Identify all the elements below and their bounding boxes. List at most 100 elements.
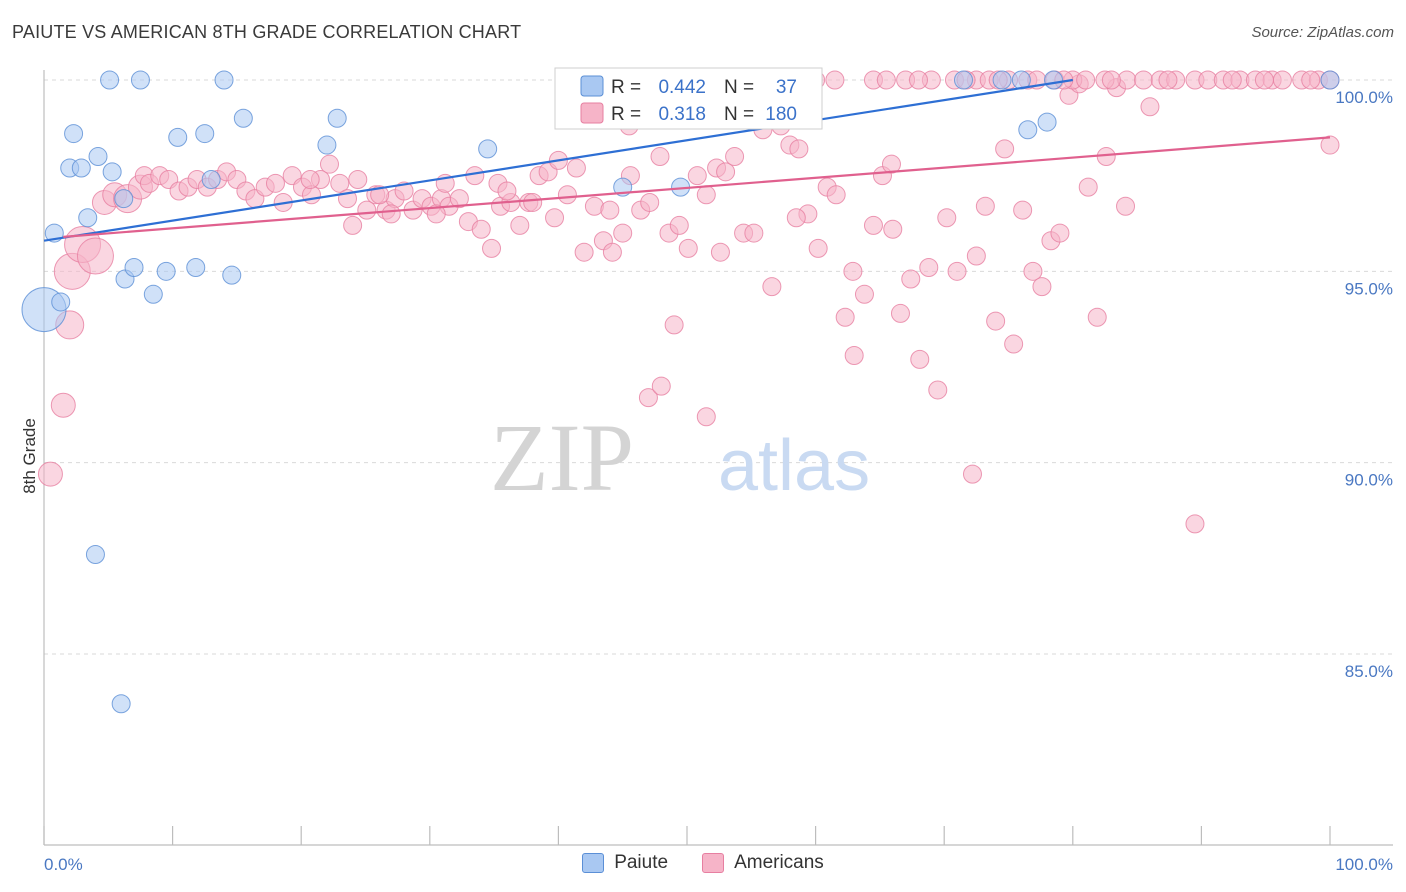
americans-point — [725, 147, 745, 167]
paiute-point — [168, 127, 188, 147]
americans-point — [600, 200, 620, 220]
legend-item-americans: Americans — [702, 852, 824, 874]
americans-point — [1134, 70, 1154, 90]
americans-point — [602, 242, 622, 262]
americans-point — [995, 139, 1015, 159]
y-tick-label: 90.0% — [1345, 471, 1393, 490]
americans-point — [1004, 334, 1024, 354]
americans-point — [471, 219, 491, 239]
paiute-point — [51, 292, 71, 312]
watermark: ZIP atlas — [490, 404, 870, 511]
paiute-point — [478, 139, 498, 159]
paiute-point — [71, 158, 91, 178]
americans-point — [962, 464, 982, 484]
americans-point — [370, 185, 390, 205]
americans-point — [928, 380, 948, 400]
americans-point — [343, 215, 363, 235]
americans-point — [908, 70, 928, 90]
americans-point — [381, 204, 401, 224]
americans-point — [919, 258, 939, 278]
americans-point — [789, 139, 809, 159]
paiute-point — [1044, 70, 1064, 90]
americans-point — [843, 261, 863, 281]
legend-r-label-americans: R = — [611, 104, 641, 125]
paiute-point — [100, 70, 120, 90]
x-tick-label-min: 0.0% — [44, 855, 83, 874]
americans-point — [545, 208, 565, 228]
americans-point — [510, 215, 530, 235]
paiute-point — [88, 147, 108, 167]
americans-point — [640, 192, 660, 212]
americans-point — [1078, 177, 1098, 197]
paiute-point — [953, 70, 973, 90]
legend-r-value-americans: 0.318 — [658, 104, 706, 125]
paiute-point — [1018, 120, 1038, 140]
americans-point — [566, 158, 586, 178]
paiute-point — [102, 162, 122, 182]
americans-point — [1076, 70, 1096, 90]
paiute-point — [201, 169, 221, 189]
paiute-point — [130, 70, 150, 90]
paiute-point — [143, 284, 163, 304]
legend-n-value-paiute: 37 — [776, 77, 797, 98]
legend-label-paiute: Paiute — [614, 852, 669, 873]
legend-item-paiute: Paiute — [582, 852, 668, 874]
legend-n-label-paiute: N = — [724, 77, 754, 98]
americans-point — [1101, 70, 1121, 90]
legend-swatch-americans — [580, 102, 604, 124]
americans-point — [825, 70, 845, 90]
americans-point — [348, 169, 368, 189]
paiute-point — [64, 124, 84, 144]
americans-point — [716, 162, 736, 182]
americans-point — [300, 169, 320, 189]
americans-point — [330, 173, 350, 193]
americans-point — [50, 392, 76, 418]
americans-point — [937, 208, 957, 228]
americans-point — [523, 192, 543, 212]
americans-point — [465, 166, 485, 186]
trend-lines — [43, 78, 1331, 242]
paiute-point — [233, 108, 253, 128]
paiute-point — [124, 258, 144, 278]
americans-point — [710, 242, 730, 262]
americans-point — [966, 246, 986, 266]
correlation-legend: R = 0.442 N = 37 R = 0.318 N = 180 — [554, 67, 823, 130]
americans-point — [1013, 200, 1033, 220]
paiute-point — [85, 545, 105, 565]
americans-point — [1320, 135, 1340, 155]
americans-point — [1032, 277, 1052, 297]
americans-point — [808, 238, 828, 258]
paiute-point — [992, 70, 1012, 90]
paiute-point — [186, 258, 206, 278]
americans-point — [890, 303, 910, 323]
paiute-point — [78, 208, 98, 228]
americans-trend-line — [63, 136, 1331, 238]
americans-point — [696, 185, 716, 205]
americans-point — [1185, 514, 1205, 534]
americans-point — [426, 204, 446, 224]
americans-point — [687, 166, 707, 186]
americans-point — [826, 185, 846, 205]
legend-swatch-paiute-bottom — [582, 853, 605, 873]
americans-point — [975, 196, 995, 216]
americans-point — [664, 315, 684, 335]
watermark-atlas: atlas — [718, 426, 870, 506]
americans-point — [854, 284, 874, 304]
y-axis-title: 8th Grade — [20, 418, 39, 494]
paiute-point — [327, 108, 347, 128]
americans-point — [650, 147, 670, 167]
americans-point — [881, 154, 901, 174]
americans-point — [986, 311, 1006, 331]
americans-point — [762, 277, 782, 297]
americans-point — [76, 237, 114, 275]
americans-point — [835, 307, 855, 327]
americans-point — [1222, 70, 1242, 90]
americans-point — [557, 185, 577, 205]
americans-point — [265, 173, 285, 193]
americans-point — [669, 215, 689, 235]
axes — [43, 70, 1393, 846]
legend-label-americans: Americans — [734, 852, 824, 873]
americans-point — [497, 181, 517, 201]
americans-point — [844, 346, 864, 366]
